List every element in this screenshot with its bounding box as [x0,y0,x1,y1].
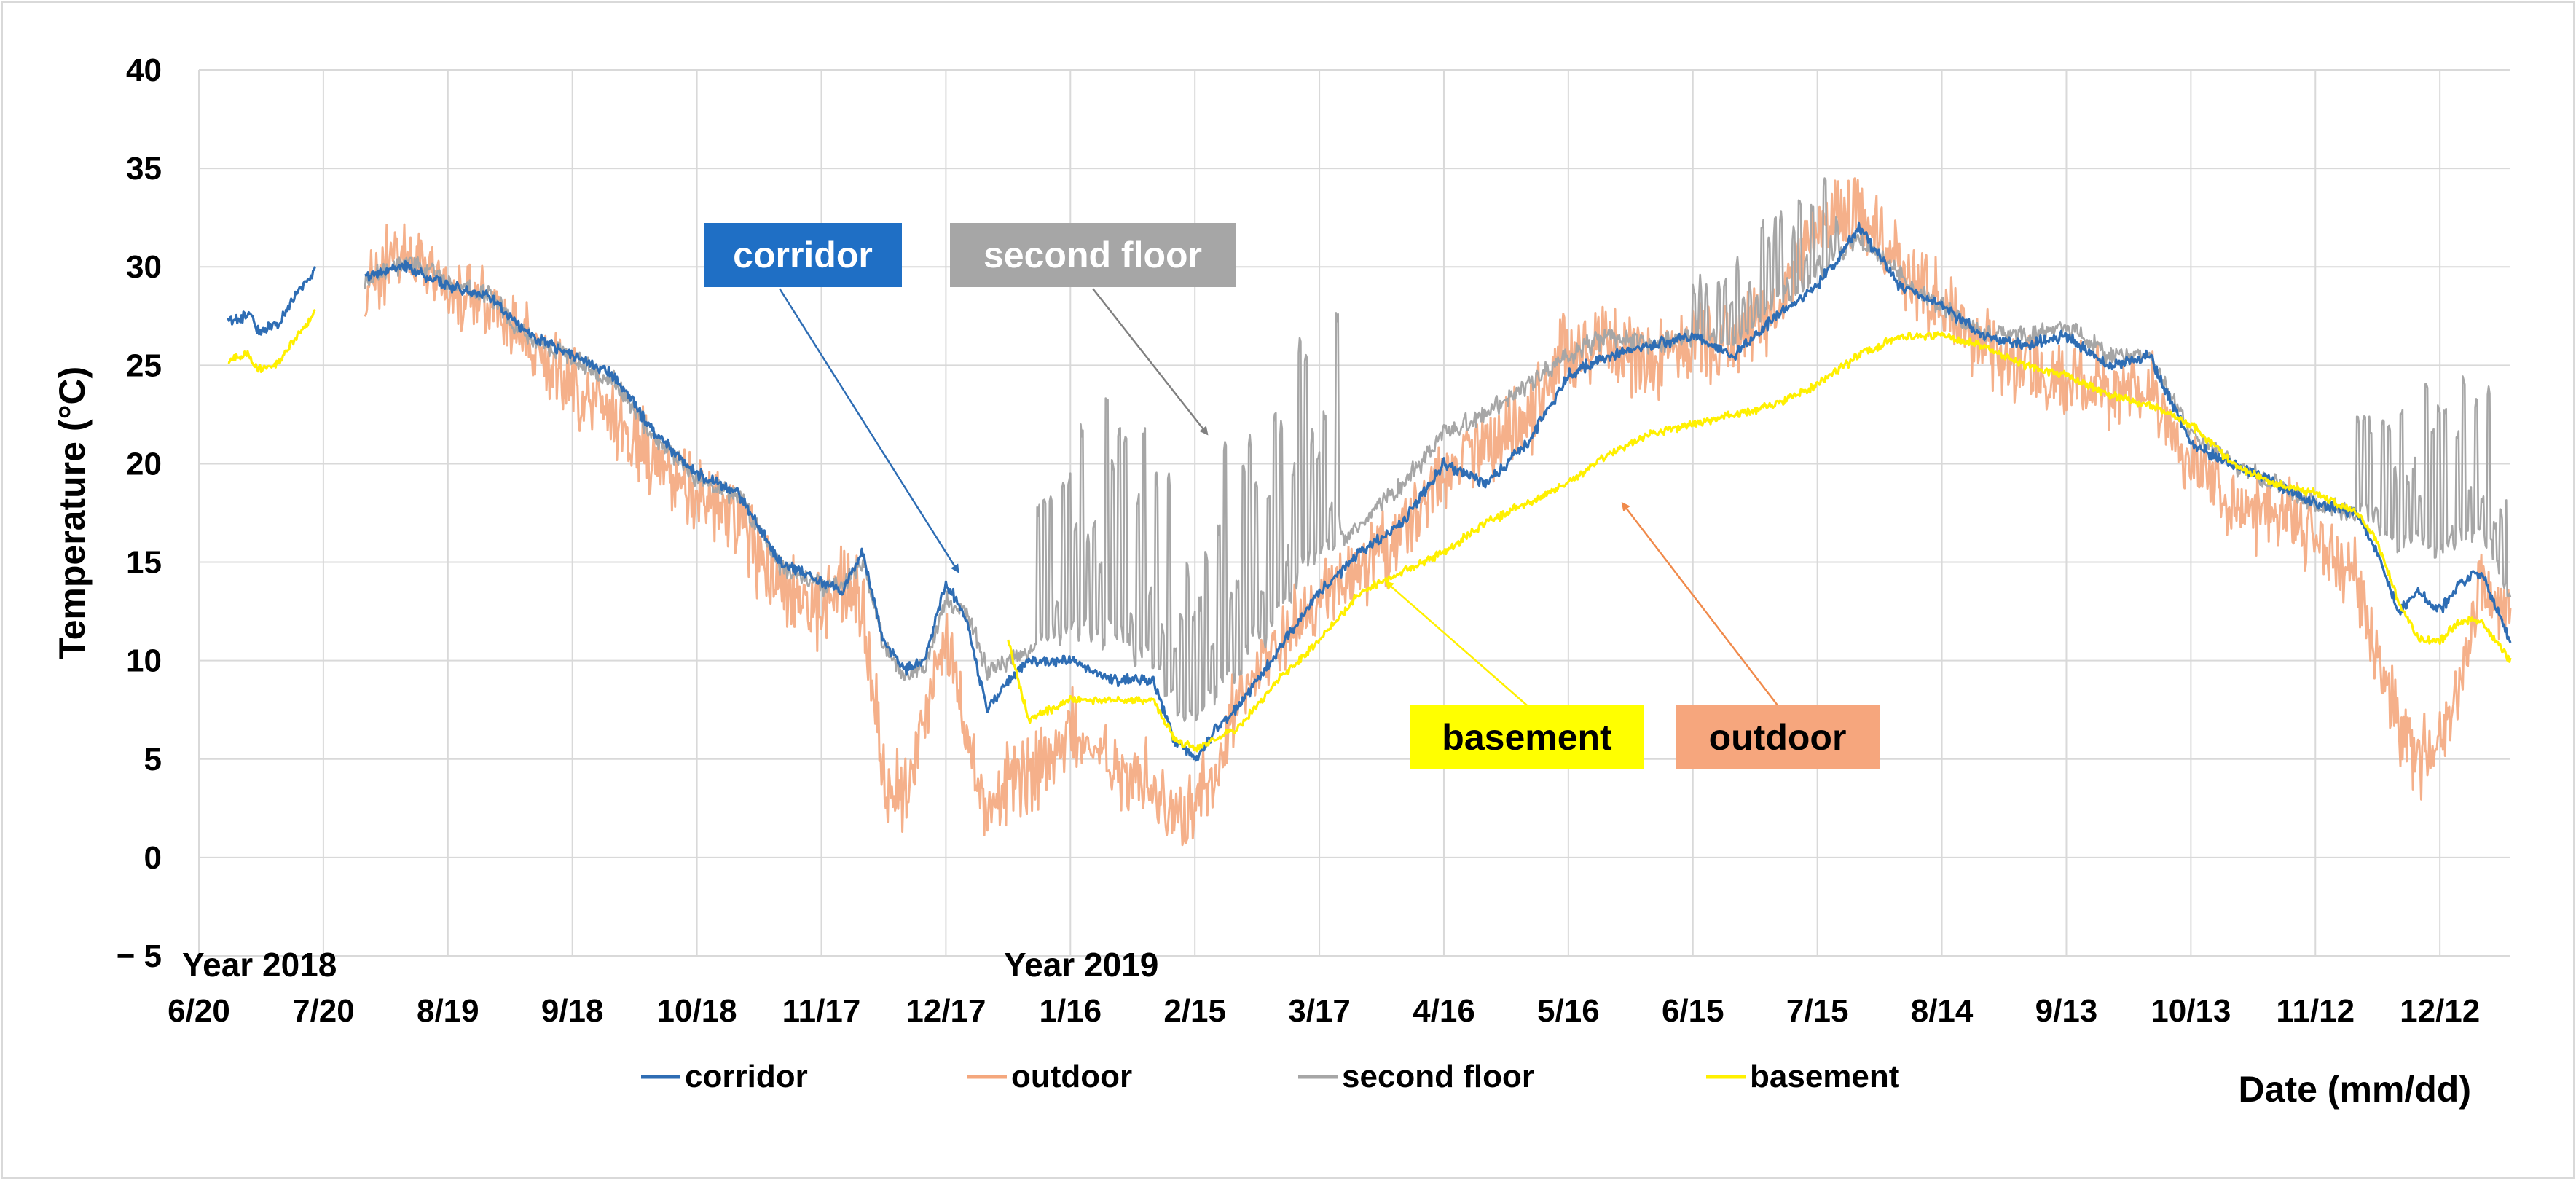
callout-labels: corridor second floor basement outdoor [704,223,1880,769]
x-tick-label: 8/19 [417,993,479,1029]
legend-label-corridor: corridor [685,1059,808,1094]
x-tick-label: 12/12 [2400,993,2480,1029]
axis-labels: − 5 0 5 10 15 20 25 30 35 40 6/20 7/20 8/19 9/18 10/18… [52,52,2480,1110]
series-line-corridor [364,221,2512,762]
series-basement [227,308,2512,753]
x-tick-label: 4/16 [1413,993,1475,1029]
x-tick-label: 9/13 [2035,993,2098,1029]
x-tick-label: 8/14 [1911,993,1974,1029]
x-tick-label: 11/12 [2276,993,2355,1029]
callout-box-basement [1410,705,1644,769]
x-tick-label: 7/15 [1786,993,1849,1029]
x-tick-label: 11/17 [782,993,861,1029]
x-tick-label: 10/18 [657,993,737,1029]
y-axis-title: Temperature (°C) [52,366,93,659]
y-tick-label: 35 [126,151,162,187]
y-tick-label: 25 [126,348,162,383]
callout-box-second-floor [950,223,1236,287]
callout-label-corridor: corridor [733,235,873,275]
callout-arrows [778,288,1778,706]
y-tick-label: 15 [126,545,162,581]
series-line-outdoor [364,177,2512,847]
x-tick-label: 6/15 [1662,993,1724,1029]
callout-label-basement: basement [1442,717,1612,758]
x-tick-label: 3/17 [1288,993,1351,1029]
x-tick-label: 1/16 [1039,993,1102,1029]
y-tick-label: 5 [144,742,162,777]
series-line-basement [227,308,316,373]
legend-label-basement: basement [1750,1059,1900,1094]
y-tick-label: 0 [144,840,162,876]
y-tick-label: − 5 [117,938,162,974]
y-tick-label: 20 [126,446,162,482]
series-outdoor [364,177,2512,847]
legend-label-outdoor: outdoor [1011,1059,1132,1094]
year-label-2018: Year 2018 [182,946,337,984]
year-label-2019: Year 2019 [1004,946,1158,984]
x-tick-label: 7/20 [292,993,355,1029]
y-tick-label: 10 [126,643,162,679]
series-line-corridor [227,266,317,336]
x-tick-label: 5/16 [1537,993,1600,1029]
y-tick-label: 30 [126,249,162,285]
callout-label-second-floor: second floor [983,235,1202,275]
callout-arrow-basement [1384,581,1528,706]
callout-box-corridor [704,223,902,287]
x-axis-title: Date (mm/dd) [2239,1069,2471,1110]
callout-arrow-outdoor [1621,501,1778,706]
series-line-basement [1007,331,2512,753]
x-tick-label: 2/15 [1163,993,1226,1029]
x-tick-label: 9/18 [541,993,604,1029]
legend: corridor outdoor second floor basement [641,1059,1900,1094]
legend-label-second-floor: second floor [1342,1059,1534,1094]
callout-box-outdoor [1676,705,1880,769]
callout-label-outdoor: outdoor [1709,717,1847,758]
callout-arrow-corridor [778,288,959,573]
x-tick-label: 12/17 [906,993,986,1029]
x-tick-label: 10/13 [2151,993,2231,1029]
series-layer [227,177,2512,847]
y-tick-label: 40 [126,52,162,88]
callout-arrow-second-floor [1092,288,1209,436]
series-corridor [227,221,2512,762]
x-tick-label: 6/20 [168,993,230,1029]
